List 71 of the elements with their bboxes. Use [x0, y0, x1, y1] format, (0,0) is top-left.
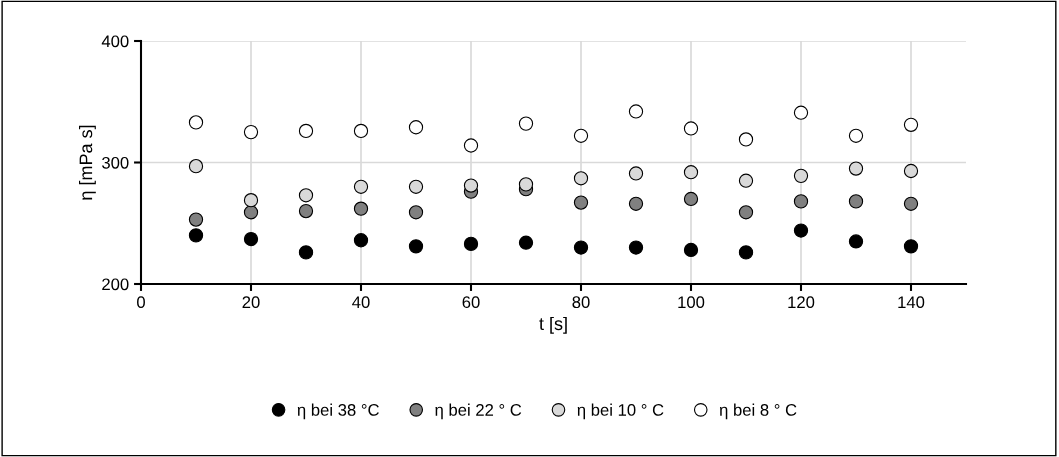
x-tick-label: 0	[137, 296, 145, 309]
y-tick-label: 300	[102, 156, 129, 169]
point	[683, 242, 699, 258]
point	[243, 231, 259, 247]
point	[573, 128, 589, 143]
point	[243, 205, 259, 220]
point	[353, 123, 369, 139]
point	[628, 240, 644, 255]
point	[298, 188, 314, 203]
x-tick-label: 120	[788, 296, 815, 309]
point	[353, 201, 369, 216]
x-axis-title: t [s]	[539, 316, 567, 334]
legend-label: η bei 38 °C	[297, 403, 379, 420]
point	[573, 240, 589, 255]
point	[243, 193, 259, 208]
x-tick-label: 140	[898, 296, 925, 309]
point	[408, 205, 424, 220]
point	[518, 235, 534, 250]
point	[188, 212, 204, 227]
legend-label: η bei 10 ° C	[577, 403, 664, 420]
point	[848, 234, 864, 249]
point	[628, 196, 644, 211]
point	[463, 138, 479, 153]
point	[903, 239, 919, 254]
point	[188, 228, 204, 243]
point	[573, 171, 589, 186]
point	[793, 168, 809, 184]
y-tick-label: 400	[101, 35, 129, 48]
point	[793, 194, 809, 209]
point	[353, 233, 369, 248]
point	[518, 116, 534, 131]
point	[463, 178, 479, 193]
x-tick-label: 80	[572, 296, 590, 309]
point	[408, 239, 424, 254]
point	[298, 123, 314, 139]
point	[628, 166, 644, 181]
point	[738, 173, 754, 188]
point	[903, 117, 919, 132]
point	[738, 205, 754, 220]
point	[848, 128, 864, 143]
point	[738, 245, 754, 260]
point	[738, 132, 754, 147]
point	[793, 105, 809, 120]
point	[683, 191, 699, 207]
point	[463, 236, 479, 252]
legend-label: η bei 22 ° C	[435, 403, 522, 420]
legend-label: η bei 8 ° C	[719, 403, 797, 420]
x-tick-label: 60	[462, 296, 480, 309]
point	[573, 195, 589, 210]
y-tick-label: 200	[102, 278, 129, 291]
point	[683, 121, 699, 136]
point	[188, 115, 204, 130]
point	[298, 203, 314, 219]
y-axis-title: η [mPa s]	[79, 125, 96, 200]
point	[793, 223, 809, 238]
point	[353, 179, 369, 194]
point	[408, 120, 424, 135]
point	[518, 177, 534, 192]
point	[848, 194, 864, 209]
point	[243, 124, 259, 140]
point	[408, 179, 424, 194]
point	[903, 196, 919, 211]
point	[628, 104, 644, 119]
point	[298, 245, 314, 260]
point	[848, 161, 864, 176]
x-tick-label: 100	[678, 296, 705, 309]
x-tick-label: 20	[242, 296, 260, 309]
point	[683, 165, 699, 180]
point	[903, 163, 919, 179]
x-tick-label: 40	[352, 296, 370, 309]
point	[188, 159, 204, 174]
